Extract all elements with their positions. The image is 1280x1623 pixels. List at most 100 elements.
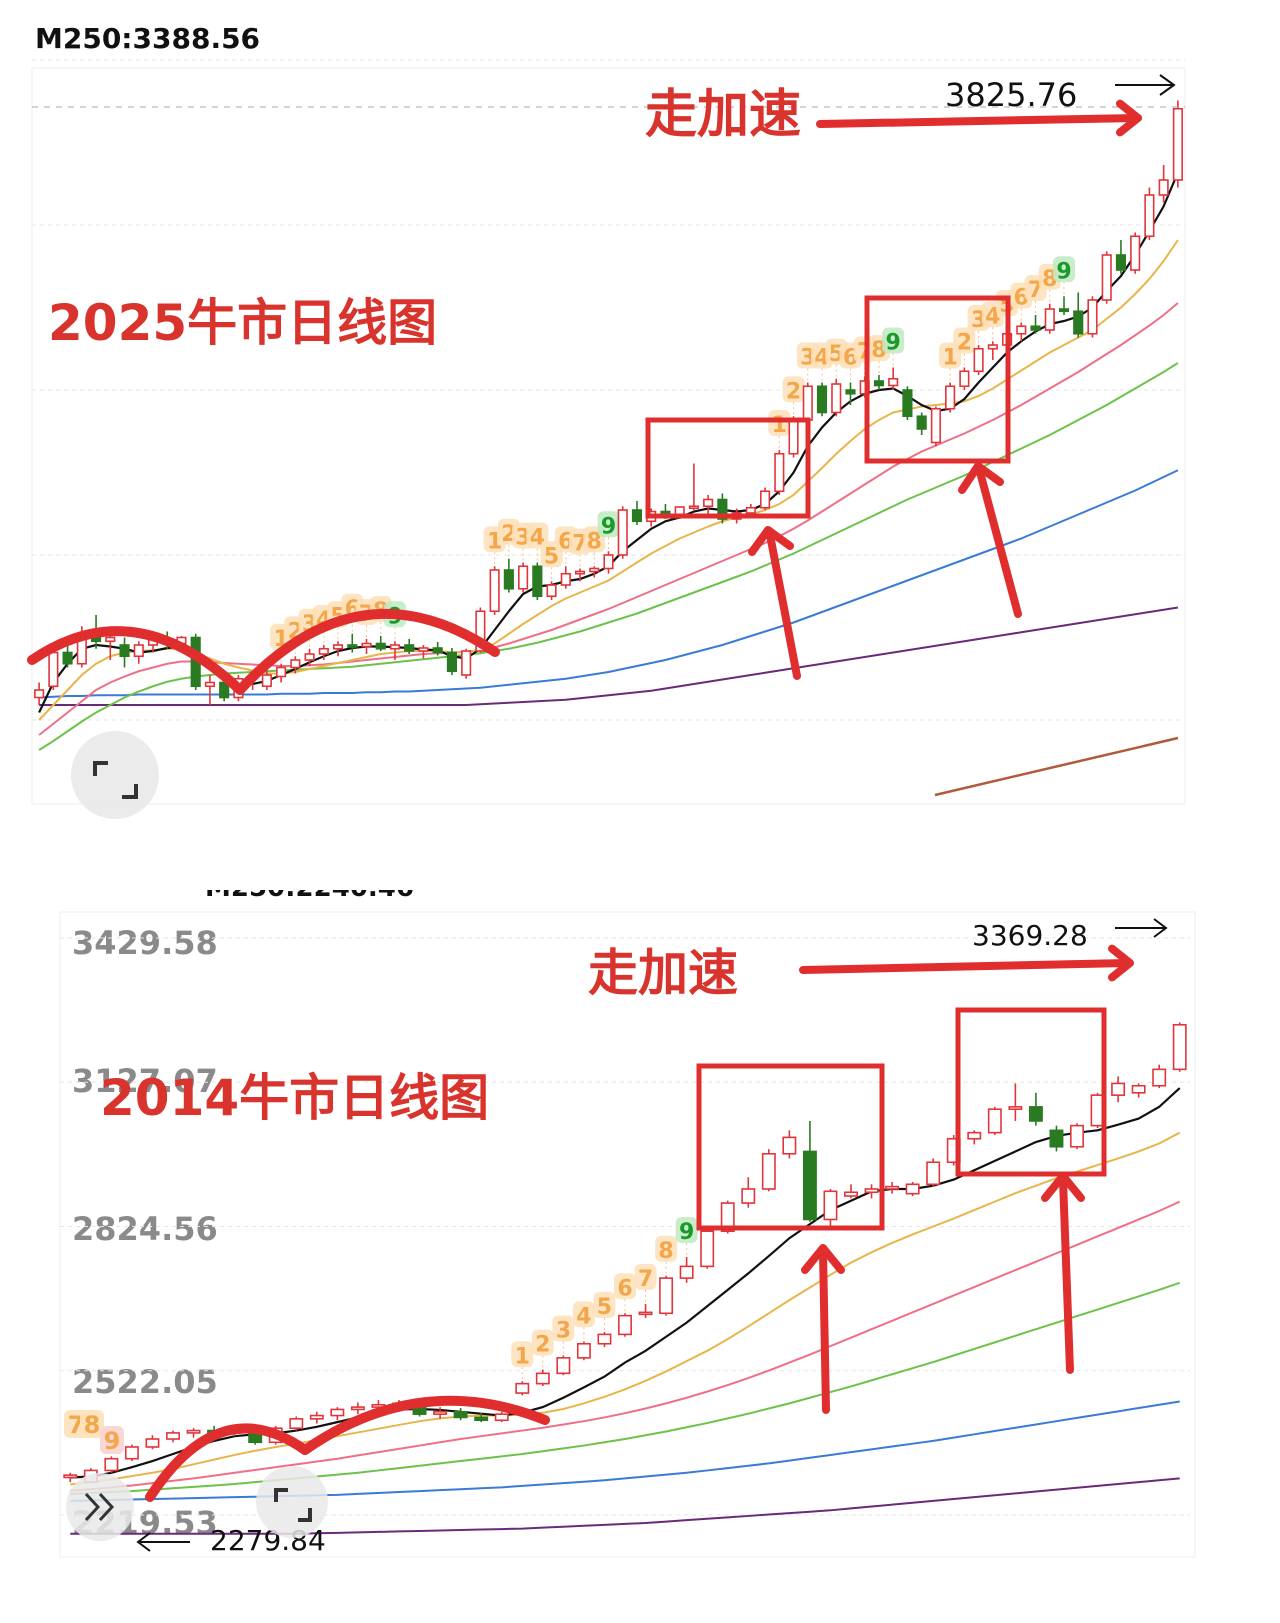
candle-body — [916, 415, 927, 430]
td-count-bg — [597, 511, 620, 538]
chevron-right-icon — [84, 1492, 101, 1522]
candle-body — [1073, 310, 1084, 335]
candle-body — [290, 659, 301, 669]
candle-body — [124, 1446, 139, 1460]
td-count-bg — [1053, 256, 1076, 283]
candle-body — [717, 498, 728, 520]
highlight-box — [696, 1063, 885, 1231]
ma250-header: M250:2240.46 — [205, 890, 414, 903]
arc-annotation — [145, 1423, 310, 1502]
td-count-label: 1 — [772, 413, 787, 438]
td-count-label: 1 — [942, 346, 957, 371]
candle-body — [535, 1372, 550, 1385]
candle-body — [34, 689, 45, 699]
candle-body — [1144, 194, 1155, 238]
candle-body — [782, 1136, 797, 1155]
candle-body — [703, 498, 714, 508]
ma-line-ma120 — [39, 606, 1179, 706]
td-count-label: 9 — [601, 514, 616, 539]
chart-2014-canvas: M250:2240.46 3429.58 3127.07 2824.56 2522.05… — [59, 890, 1196, 1558]
td-count-label: 5 — [597, 1295, 612, 1320]
high-price-arrow-head — [1159, 74, 1176, 96]
candle-body — [967, 1131, 982, 1140]
candle-body — [166, 1432, 180, 1440]
td-count-label: 2 — [957, 331, 972, 356]
candle-body — [350, 1406, 365, 1411]
up-arrow-head — [1041, 1172, 1085, 1202]
candle-body — [844, 1191, 858, 1197]
candle-body — [1172, 107, 1183, 181]
td-count-label: 3 — [556, 1319, 571, 1344]
candle-body — [556, 1357, 571, 1375]
candle-body — [1044, 308, 1055, 331]
candle-body — [745, 506, 756, 514]
td-count-bg — [675, 1216, 698, 1243]
candle-body — [375, 642, 386, 650]
td-count-bg — [614, 1273, 636, 1300]
candle-body — [845, 389, 856, 395]
fullscreen-icon — [93, 761, 108, 776]
candle-body — [475, 610, 486, 652]
td-count-bg — [634, 1263, 657, 1290]
td-count-bg — [526, 522, 549, 549]
candle-body — [433, 1410, 448, 1415]
candle-body — [1101, 254, 1112, 301]
candle-body — [1070, 1124, 1084, 1148]
candle-body — [638, 1311, 653, 1316]
candle-body — [774, 452, 785, 493]
candle-body — [741, 1188, 756, 1204]
high-price-label: 3369.28 — [972, 919, 1088, 952]
candle-body — [888, 377, 899, 387]
candle-body — [186, 1429, 201, 1434]
candle-body — [48, 651, 59, 688]
y-tick-label: 2522.05 — [72, 1363, 218, 1401]
candle-body — [404, 644, 415, 652]
candle-body — [831, 383, 842, 414]
candle-body — [576, 1342, 591, 1359]
candle-body — [532, 565, 543, 598]
td-count-bg — [782, 376, 805, 403]
fullscreen-icon — [274, 1488, 288, 1502]
candle-body — [1111, 1082, 1126, 1096]
candle-body — [446, 651, 457, 673]
ma-line-ma20 — [70, 1200, 1181, 1492]
td-count-bg — [882, 327, 905, 354]
candle-body — [1130, 235, 1141, 271]
candle-body — [494, 1413, 509, 1422]
candle-body — [145, 1438, 160, 1448]
candle-body — [518, 565, 529, 590]
td-count-bg — [655, 1235, 678, 1262]
chevron-right-icon — [98, 1492, 115, 1522]
candle-body — [332, 644, 344, 650]
up-arrow — [766, 531, 801, 680]
candle-body — [119, 644, 130, 658]
arc-annotation — [27, 626, 245, 695]
ma-line-ma120 — [70, 1477, 1180, 1535]
candle-body — [1158, 179, 1169, 196]
candle-body — [104, 1457, 119, 1472]
candle-body — [864, 1188, 879, 1194]
candle-body — [905, 1183, 920, 1195]
plot-frame — [31, 67, 1186, 805]
candle-body — [926, 1161, 941, 1186]
candle-body — [453, 1410, 468, 1419]
annotation-arrow-head — [1108, 944, 1134, 982]
candle-body — [816, 385, 828, 414]
candle-body — [788, 419, 799, 455]
annotation-arrow — [799, 959, 1132, 974]
up-arrow-head — [958, 462, 1004, 494]
candle-body — [361, 642, 372, 648]
candle-body — [902, 389, 913, 418]
candle-body — [1030, 325, 1041, 331]
up-arrow-head — [748, 526, 794, 556]
fullscreen-icon — [298, 1508, 312, 1522]
candle-body — [945, 385, 956, 410]
annotation-label: 走加速 — [588, 944, 738, 1002]
fullscreen-icon — [122, 784, 138, 799]
arc-annotation — [300, 1395, 550, 1455]
candle-body — [720, 1202, 735, 1232]
candle-body — [589, 567, 600, 573]
candle-body — [503, 569, 514, 590]
candle-body — [618, 1314, 632, 1336]
candle-body — [560, 572, 571, 586]
